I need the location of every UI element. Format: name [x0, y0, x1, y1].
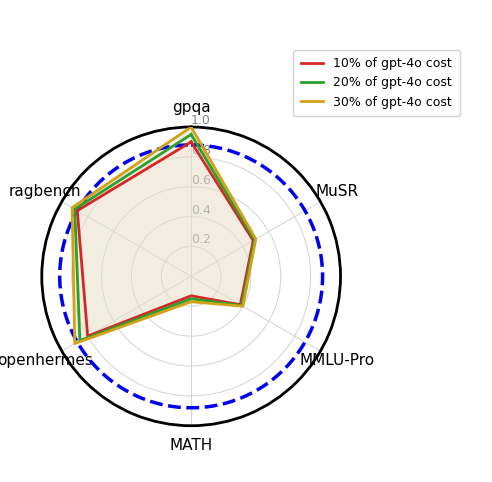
Legend: 10% of gpt-4o cost, 20% of gpt-4o cost, 30% of gpt-4o cost: 10% of gpt-4o cost, 20% of gpt-4o cost, … — [293, 50, 460, 116]
Polygon shape — [72, 127, 256, 344]
